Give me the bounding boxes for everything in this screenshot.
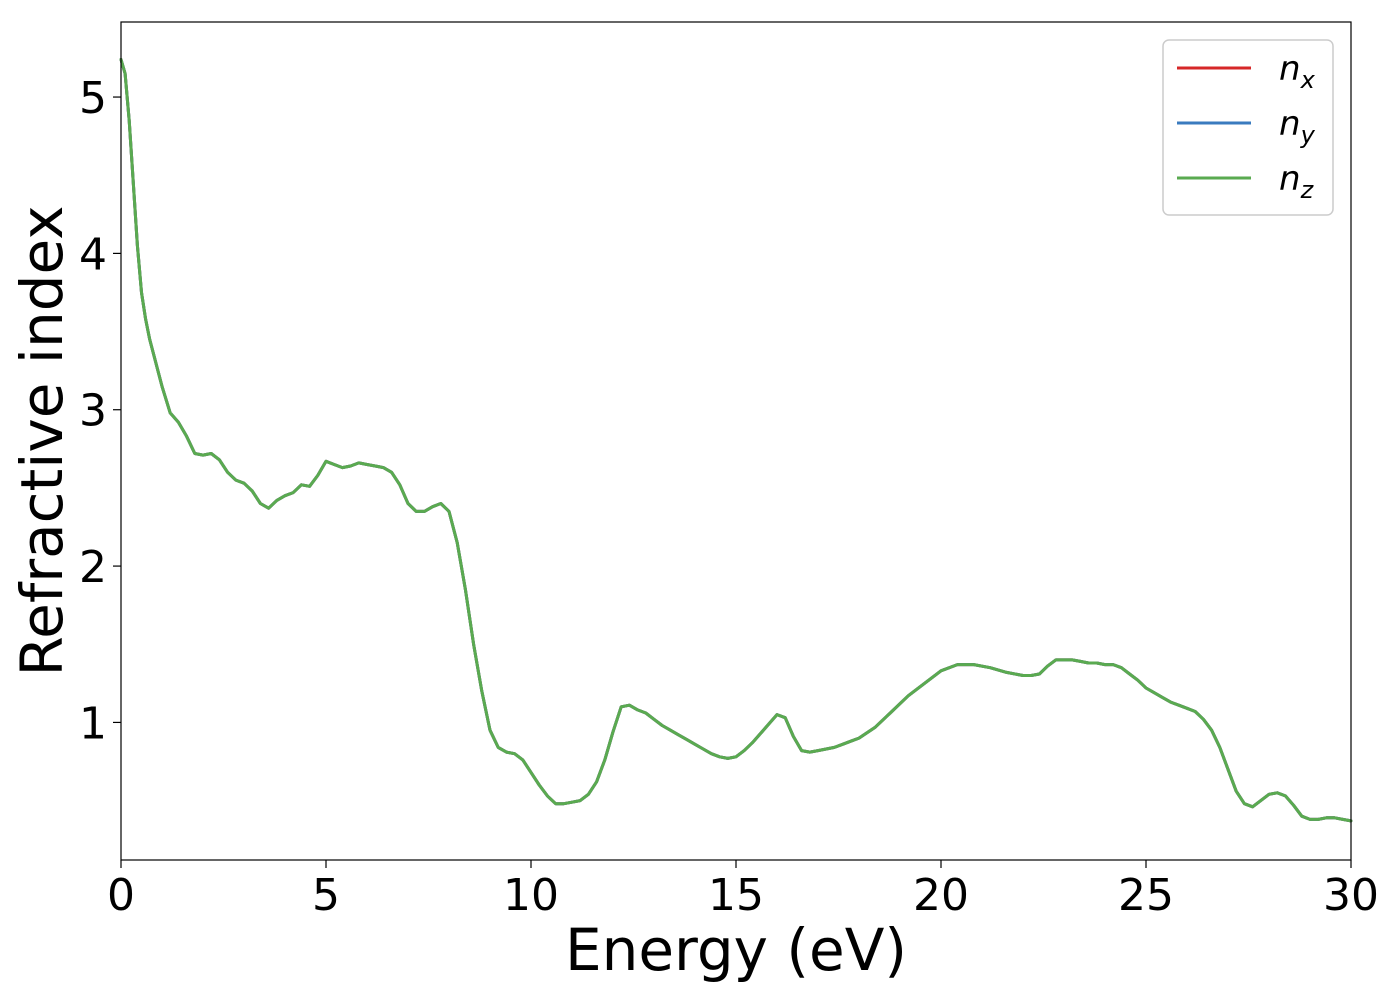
legend-entry-label: nx [1279,49,1316,94]
x-tick-label: 0 [107,870,135,921]
y-axis: 1 2 3 4 5 [79,73,121,749]
legend-entry-label: ny [1279,104,1316,149]
legend-entry-label: nz [1279,159,1315,204]
y-axis-title: Refractive index [8,205,76,676]
x-tick-label: 20 [913,870,969,921]
y-tick-label: 3 [79,386,107,437]
series-layer [119,58,1353,823]
x-tick-label: 10 [503,870,559,921]
y-tick-label: 4 [79,229,107,280]
legend-box [1162,39,1334,216]
y-tick-label: 1 [79,698,107,749]
x-tick-label: 15 [708,870,764,921]
x-axis: 0 5 10 15 20 25 30 [107,860,1379,921]
x-axis-title: Energy (eV) [565,916,907,984]
x-tick-label: 5 [312,870,340,921]
x-tick-label: 25 [1118,870,1174,921]
series-line-n_z [119,58,1353,823]
legend: nx ny nz [1162,39,1334,216]
x-tick-label: 30 [1323,870,1379,921]
y-tick-label: 5 [79,73,107,124]
y-tick-label: 2 [79,542,107,593]
